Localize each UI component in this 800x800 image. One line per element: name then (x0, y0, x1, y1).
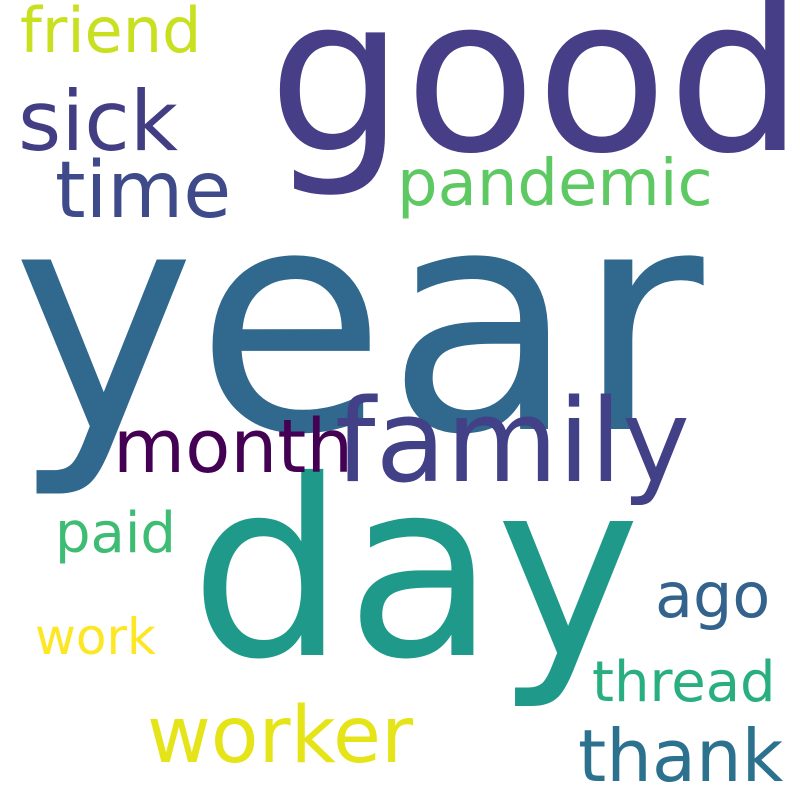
word-thank: thank (578, 714, 784, 798)
word-family: family (335, 375, 690, 509)
word-day: day (190, 428, 641, 713)
word-ago: ago (655, 559, 771, 632)
word-good: good (268, 0, 800, 201)
word-work: work (35, 608, 156, 666)
word-friend: friend (20, 0, 202, 67)
word-pandemic: pandemic (397, 147, 713, 221)
word-sick: sick (18, 73, 179, 170)
word-paid: paid (55, 501, 176, 566)
word-time: time (55, 146, 232, 236)
word-worker: worker (147, 691, 414, 781)
word-year: year (12, 142, 704, 503)
word-month: month (113, 404, 354, 490)
word-thread: thread (592, 650, 776, 715)
